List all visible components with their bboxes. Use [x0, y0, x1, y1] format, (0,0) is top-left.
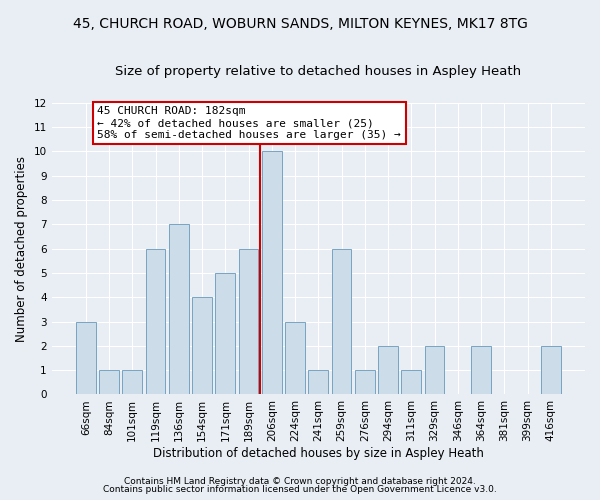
Bar — [401, 370, 421, 394]
Bar — [355, 370, 375, 394]
Bar — [378, 346, 398, 395]
Text: Contains HM Land Registry data © Crown copyright and database right 2024.: Contains HM Land Registry data © Crown c… — [124, 477, 476, 486]
Text: 45 CHURCH ROAD: 182sqm
← 42% of detached houses are smaller (25)
58% of semi-det: 45 CHURCH ROAD: 182sqm ← 42% of detached… — [97, 106, 401, 140]
Bar — [308, 370, 328, 394]
X-axis label: Distribution of detached houses by size in Aspley Heath: Distribution of detached houses by size … — [153, 447, 484, 460]
Bar — [215, 273, 235, 394]
Text: Contains public sector information licensed under the Open Government Licence v3: Contains public sector information licen… — [103, 485, 497, 494]
Bar — [285, 322, 305, 394]
Bar — [122, 370, 142, 394]
Bar — [425, 346, 445, 395]
Bar — [262, 152, 282, 394]
Bar — [541, 346, 561, 395]
Bar — [76, 322, 95, 394]
Bar — [146, 248, 166, 394]
Title: Size of property relative to detached houses in Aspley Heath: Size of property relative to detached ho… — [115, 65, 521, 78]
Bar — [471, 346, 491, 395]
Y-axis label: Number of detached properties: Number of detached properties — [15, 156, 28, 342]
Bar — [99, 370, 119, 394]
Bar — [169, 224, 188, 394]
Bar — [239, 248, 259, 394]
Bar — [332, 248, 352, 394]
Bar — [192, 297, 212, 394]
Text: 45, CHURCH ROAD, WOBURN SANDS, MILTON KEYNES, MK17 8TG: 45, CHURCH ROAD, WOBURN SANDS, MILTON KE… — [73, 18, 527, 32]
